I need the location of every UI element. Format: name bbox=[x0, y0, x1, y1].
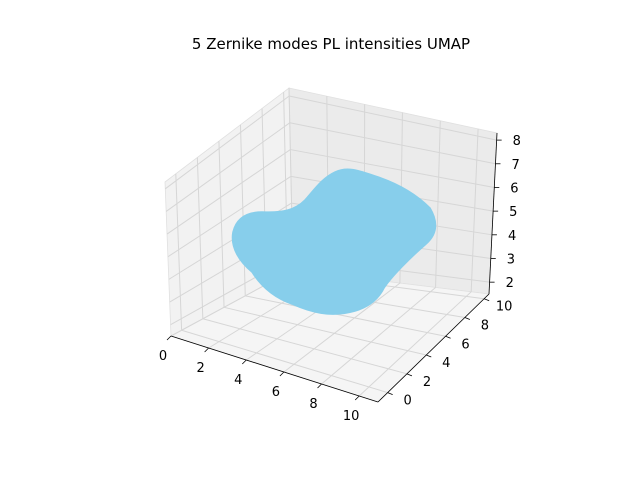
x-tick-mark bbox=[204, 347, 209, 353]
x-tick-mark bbox=[241, 359, 247, 365]
z-grid-line bbox=[289, 95, 497, 141]
x-tick-mark bbox=[354, 395, 360, 401]
x-tick-mark bbox=[166, 335, 172, 341]
z-tick-label: 6 bbox=[510, 181, 518, 196]
y-axis-line bbox=[377, 293, 490, 403]
y-grid-line-back bbox=[196, 157, 204, 319]
x-grid-line bbox=[283, 282, 401, 373]
x-axis-line bbox=[170, 335, 379, 403]
y-tick-mark bbox=[406, 373, 413, 377]
z-grid-line-left bbox=[165, 122, 291, 212]
x-tick-label: 10 bbox=[343, 409, 360, 424]
y-tick-label: 6 bbox=[461, 337, 469, 352]
y-tick-label: 0 bbox=[404, 394, 412, 409]
z-axis-line bbox=[488, 132, 498, 295]
x-tick-label: 4 bbox=[234, 373, 242, 388]
y-grid-line bbox=[245, 295, 446, 337]
y-grid-line bbox=[181, 329, 388, 394]
x-grid-line-back bbox=[435, 120, 441, 288]
y-grid-line-back bbox=[239, 124, 246, 296]
x-tick-mark bbox=[317, 383, 322, 389]
x-grid-line bbox=[358, 291, 472, 397]
y-tick-mark bbox=[484, 298, 490, 302]
z-tick-label: 7 bbox=[511, 158, 519, 173]
z-grid-line-left bbox=[167, 175, 292, 258]
y-tick-mark bbox=[387, 392, 393, 395]
z-grid-line bbox=[289, 122, 496, 165]
point-cloud bbox=[231, 168, 437, 315]
y-tick-mark bbox=[445, 335, 451, 339]
x-grid-line-back bbox=[470, 128, 479, 292]
chart-title: 5 Zernike modes PL intensities UMAP bbox=[192, 35, 470, 53]
y-grid-line-back bbox=[175, 173, 183, 331]
y-tick-label: 10 bbox=[496, 300, 513, 315]
x-tick-label: 6 bbox=[272, 385, 280, 400]
x-tick-label: 2 bbox=[196, 361, 204, 376]
z-tick-label: 4 bbox=[508, 229, 516, 244]
y-tick-mark bbox=[464, 317, 471, 320]
x-tick-label: 0 bbox=[159, 349, 167, 364]
z-tick-label: 5 bbox=[509, 205, 517, 220]
y-tick-mark bbox=[426, 354, 432, 358]
z-grid-line-left bbox=[164, 95, 290, 190]
x-tick-label: 8 bbox=[309, 397, 317, 412]
y-tick-label: 8 bbox=[481, 318, 489, 333]
y-tick-label: 4 bbox=[442, 356, 450, 371]
x-grid-line bbox=[321, 287, 436, 385]
y-grid-line bbox=[202, 318, 408, 375]
z-tick-label: 2 bbox=[506, 276, 514, 291]
z-tick-label: 3 bbox=[507, 252, 515, 267]
z-tick-label: 8 bbox=[513, 134, 521, 149]
y-tick-label: 2 bbox=[423, 375, 431, 390]
z-grid-line-left bbox=[166, 149, 291, 235]
x-tick-mark bbox=[279, 371, 285, 377]
y-grid-line bbox=[223, 306, 427, 356]
z-grid-line bbox=[290, 149, 495, 188]
y-grid-line-back bbox=[218, 141, 225, 308]
